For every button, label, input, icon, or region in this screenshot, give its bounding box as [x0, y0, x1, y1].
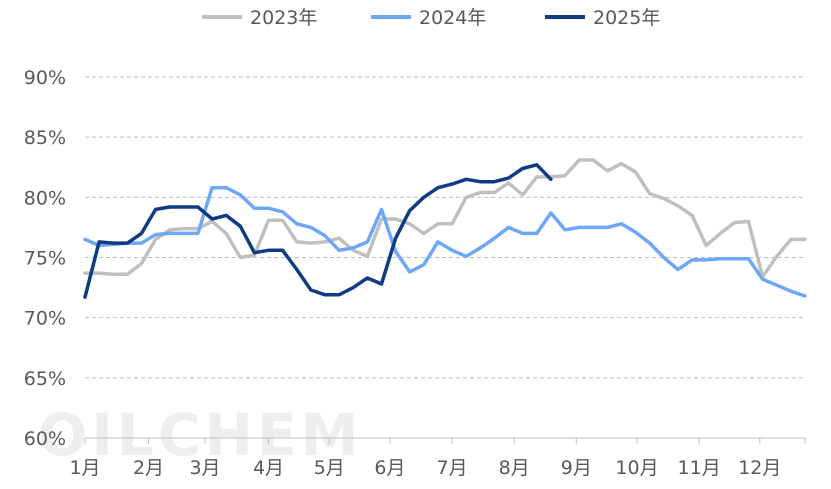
x-tick-label: 7月 — [437, 457, 468, 479]
legend: 2023年 2024年 2025年 — [202, 7, 660, 29]
watermark: OILCHEM — [38, 401, 362, 469]
x-tick-label: 8月 — [499, 457, 530, 479]
y-tick-label: 90% — [24, 67, 66, 89]
x-tick-label: 1月 — [69, 457, 100, 479]
series-line-2 — [83, 185, 807, 298]
x-tick-label: 5月 — [314, 457, 345, 479]
x-tick-label: 2月 — [133, 457, 164, 479]
y-tick-label: 65% — [24, 368, 66, 390]
y-tick-label: 75% — [24, 248, 66, 270]
x-tick-label: 3月 — [189, 457, 220, 479]
gridlines — [85, 76, 805, 379]
x-tick-label: 4月 — [253, 457, 284, 479]
x-tick-label: 6月 — [374, 457, 405, 479]
y-tick-label: 70% — [24, 308, 66, 330]
series-line-3 — [83, 163, 553, 299]
series-line-1 — [83, 158, 807, 279]
x-tick-label: 10月 — [615, 457, 658, 479]
x-tick-label: 9月 — [561, 457, 592, 479]
x-tick-label: 11月 — [678, 457, 721, 479]
y-tick-label: 85% — [24, 127, 66, 149]
x-tick-label: 12月 — [738, 457, 781, 479]
y-tick-label: 80% — [24, 187, 66, 209]
y-axis-ticks: 90% 85% 80% 75% 70% 65% 60% — [24, 67, 66, 450]
legend-label: 2024年 — [419, 7, 486, 29]
y-tick-label: 60% — [24, 428, 66, 450]
legend-label: 2023年 — [250, 7, 317, 29]
legend-label: 2025年 — [593, 7, 660, 29]
series-lines — [83, 158, 807, 299]
x-axis: 1月 2月 3月 4月 5月 6月 7月 8月 9月 10月 11月 12月 — [69, 437, 806, 479]
